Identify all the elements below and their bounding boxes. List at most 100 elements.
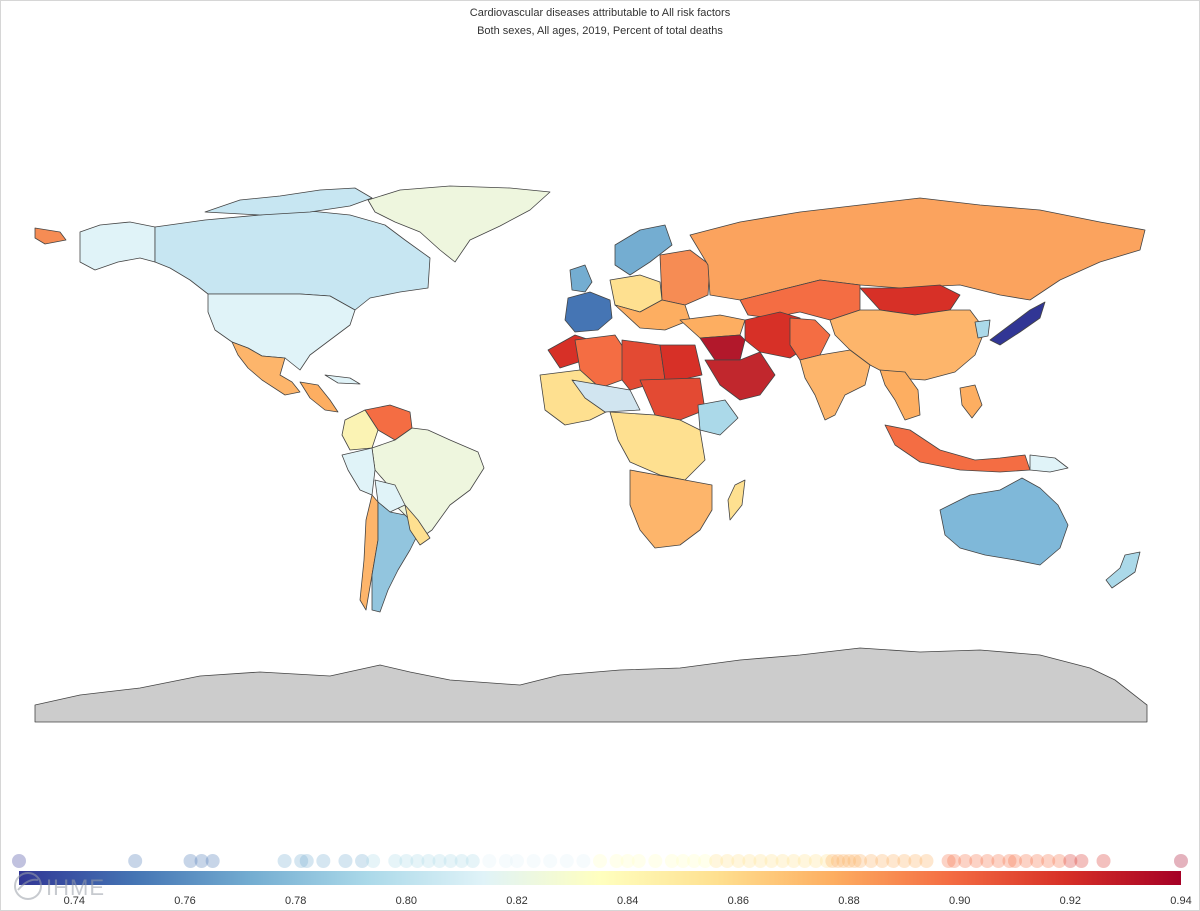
distribution-dot <box>919 854 934 868</box>
region-india[interactable] <box>799 349 871 421</box>
distribution-dot <box>886 854 901 868</box>
region-philippines[interactable] <box>959 384 983 419</box>
distribution-dot <box>194 854 209 868</box>
region-paraguay-uruguay[interactable] <box>404 504 431 546</box>
region-cuba[interactable] <box>324 374 361 385</box>
distribution-dot <box>847 854 862 868</box>
distribution-dot <box>947 854 962 868</box>
distribution-dot <box>1063 854 1078 868</box>
region-antarctica <box>34 647 1148 723</box>
region-afghanistan-pakistan[interactable] <box>789 317 831 361</box>
distribution-dot <box>797 854 812 868</box>
distribution-dot <box>830 854 845 868</box>
distribution-dot <box>559 854 574 868</box>
region-saudi-arabia[interactable] <box>704 351 776 401</box>
distribution-dot <box>465 854 480 868</box>
region-southern-africa[interactable] <box>629 469 713 549</box>
distribution-dot <box>941 854 956 868</box>
distribution-dot <box>648 854 663 868</box>
region-canada-arctic[interactable] <box>204 187 373 216</box>
distribution-dot <box>664 854 679 868</box>
region-australia[interactable] <box>939 477 1069 566</box>
distribution-dot <box>875 854 890 868</box>
distribution-dot <box>825 854 840 868</box>
region-egypt[interactable] <box>659 344 703 381</box>
scale-tick-label: 0.82 <box>506 895 527 907</box>
region-scandinavia[interactable] <box>614 224 673 276</box>
distribution-dot <box>864 854 879 868</box>
scale-ticks: 0.74 0.76 0.78 0.80 0.82 0.84 0.86 0.88 0.90 0.92… <box>64 895 1192 907</box>
region-mali-niger[interactable] <box>571 379 641 413</box>
distribution-dot <box>1019 854 1034 868</box>
logo-text: IHME <box>46 875 105 900</box>
legend: IHME 0.74 0.76 0.78 0.80 0.82 0.84 0.86 0.88 0.9… <box>12 854 1192 907</box>
distribution-dot <box>853 854 868 868</box>
region-papua[interactable] <box>1029 454 1069 473</box>
region-ethiopia[interactable] <box>697 399 739 436</box>
distribution-dot <box>958 854 973 868</box>
region-france-spain[interactable] <box>564 291 613 333</box>
region-mexico[interactable] <box>231 341 301 396</box>
region-uk-ireland[interactable] <box>569 264 593 293</box>
distribution-dot <box>731 854 746 868</box>
distribution-dot <box>808 854 823 868</box>
distribution-dot <box>510 854 524 868</box>
scale-tick-label: 0.88 <box>838 895 859 907</box>
distribution-dot <box>432 854 447 868</box>
region-alaska[interactable] <box>79 221 156 271</box>
region-central-america[interactable] <box>299 381 339 413</box>
region-bolivia[interactable] <box>374 479 406 513</box>
ihme-logo: IHME <box>14 872 105 900</box>
distribution-dot <box>980 854 995 868</box>
distribution-dot <box>443 854 458 868</box>
distribution-dot <box>388 854 403 868</box>
distribution-dot <box>775 854 790 868</box>
region-italy-balkans[interactable] <box>614 299 691 331</box>
distribution-dot <box>338 854 353 868</box>
map-subtitle: Both sexes, All ages, 2019, Percent of t… <box>477 25 723 37</box>
region-korea[interactable] <box>974 319 991 339</box>
region-new-zealand[interactable] <box>1105 551 1141 589</box>
color-scale-bar <box>19 871 1181 885</box>
scale-tick-label: 0.80 <box>396 895 417 907</box>
region-southeast-asia[interactable] <box>879 369 921 421</box>
distribution-dot <box>786 854 801 868</box>
distribution-dot <box>355 854 370 868</box>
region-peru[interactable] <box>341 447 376 496</box>
distribution-dot <box>1096 854 1111 868</box>
distribution-dot <box>593 854 607 868</box>
region-greenland[interactable] <box>367 185 551 263</box>
scale-tick-label: 0.90 <box>949 895 970 907</box>
distribution-dot <box>720 854 735 868</box>
distribution-dot <box>299 854 314 868</box>
distribution-dot <box>709 854 724 868</box>
distribution-dot <box>576 854 591 868</box>
region-argentina[interactable] <box>371 501 421 613</box>
scale-tick-label: 0.94 <box>1170 895 1191 907</box>
region-turkey[interactable] <box>679 314 746 339</box>
region-madagascar[interactable] <box>727 479 746 521</box>
region-russia[interactable] <box>689 197 1146 301</box>
distribution-dot <box>294 854 309 868</box>
distribution-dot <box>12 854 26 868</box>
region-iraq-syria[interactable] <box>699 334 746 361</box>
scale-tick-label: 0.74 <box>64 895 85 907</box>
region-eastern-europe[interactable] <box>659 249 711 306</box>
distribution-dot <box>366 854 381 868</box>
distribution-dot <box>316 854 331 868</box>
distribution-dot <box>410 854 425 868</box>
region-united-states[interactable] <box>207 293 356 371</box>
scale-tick-label: 0.92 <box>1060 895 1081 907</box>
region-central-africa[interactable] <box>609 411 706 481</box>
distribution-dot <box>128 854 143 868</box>
region-japan[interactable] <box>989 301 1046 346</box>
scale-tick-label: 0.84 <box>617 895 638 907</box>
distribution-dot <box>1174 854 1188 868</box>
distribution-dot <box>421 854 436 868</box>
distribution-dot <box>1041 854 1056 868</box>
distribution-dot <box>676 854 690 868</box>
region-indonesia[interactable] <box>884 424 1031 473</box>
region-chukotka-west[interactable] <box>34 227 67 245</box>
region-chad-sudan[interactable] <box>639 377 706 421</box>
